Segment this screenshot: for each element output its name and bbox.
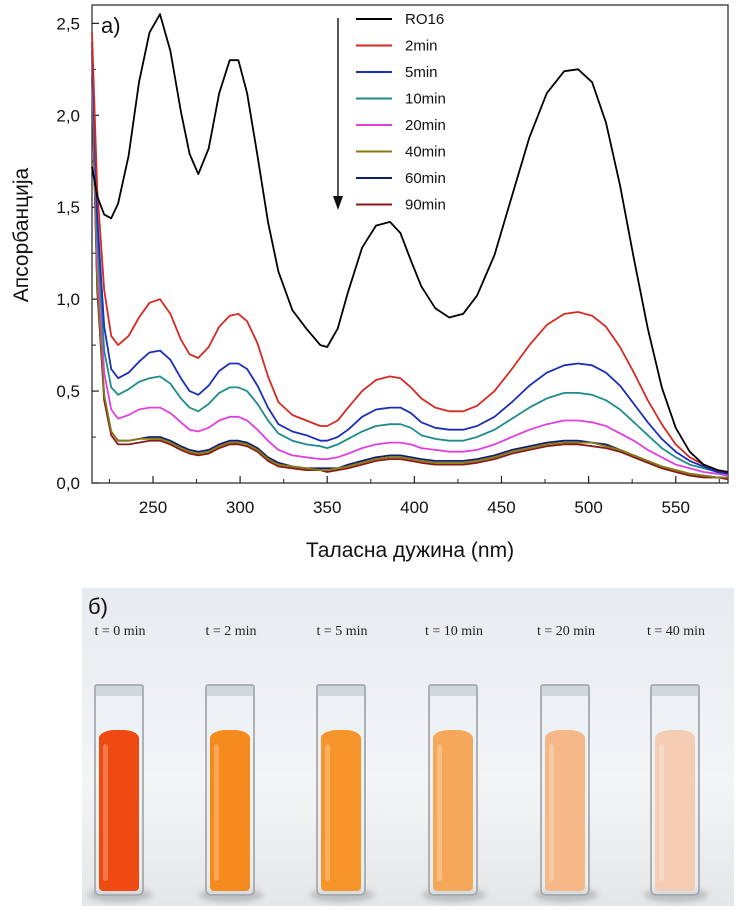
dye-solution — [545, 730, 585, 891]
series-line-2min — [91, 32, 729, 473]
cuvette-sample: t = 0 min — [82, 588, 160, 906]
time-label: t = 20 min — [536, 624, 596, 639]
plot-area — [91, 4, 729, 484]
x-tick-label: 350 — [313, 498, 341, 517]
cuvette-rim — [542, 686, 588, 696]
legend-label: 2min — [405, 38, 438, 55]
legend-label: 5min — [405, 64, 438, 81]
x-tick-label: 400 — [400, 498, 428, 517]
cuvette — [94, 684, 144, 896]
x-tick-label: 300 — [226, 498, 254, 517]
trend-arrow-head — [333, 196, 343, 210]
time-label: t = 0 min — [94, 624, 146, 639]
time-label: t = 5 min — [316, 624, 368, 639]
x-axis: 250 300 350 400 450 500 550 — [108, 476, 720, 517]
y-tick-label: 2,0 — [56, 106, 80, 125]
x-tick-label: 550 — [662, 498, 690, 517]
glass-shine — [214, 744, 219, 881]
cuvette-photo: б) t = 0 min t = 2 min t = 5 min t = 10 min… — [82, 588, 734, 906]
series-layer — [91, 13, 729, 481]
glass-shine — [549, 744, 554, 881]
series-line-20min — [91, 60, 729, 477]
y-tick-label: 1,5 — [56, 198, 80, 217]
cuvette-rim — [430, 686, 476, 696]
cuvette — [316, 684, 366, 896]
y-axis: 0,0 0,5 1,0 1,5 2,0 2,5 — [56, 14, 99, 493]
time-label: t = 2 min — [205, 624, 257, 639]
cuvette-sample: t = 20 min — [526, 588, 606, 906]
dye-solution — [321, 730, 361, 891]
glass-shine — [437, 744, 442, 881]
y-axis-title: Апсорбанција — [10, 167, 33, 302]
cuvette-rim — [96, 686, 142, 696]
legend-label: 20min — [405, 117, 446, 134]
cuvette-sample: t = 40 min — [636, 588, 716, 906]
panel-label-b: б) — [88, 594, 108, 619]
series-line-90min — [91, 78, 729, 481]
dye-solution — [210, 730, 250, 891]
legend: RO16 2min 5min 10min 20min 40min 60min 90min — [356, 11, 446, 214]
y-tick-label: 0,5 — [56, 382, 80, 401]
series-line-RO16 — [91, 13, 729, 473]
cuvette-rim — [652, 686, 698, 696]
dye-solution — [433, 730, 473, 891]
series-line-10min — [91, 50, 729, 475]
legend-label: 40min — [405, 144, 446, 161]
dye-solution — [655, 730, 695, 891]
cuvette-rim — [207, 686, 253, 696]
y-tick-label: 2,5 — [56, 14, 80, 33]
legend-label: 60min — [405, 170, 446, 187]
cuvette-sample: t = 10 min — [414, 588, 494, 906]
cuvette-sample: t = 2 min — [191, 588, 271, 906]
cuvette — [650, 684, 700, 896]
glass-shine — [103, 744, 108, 881]
series-line-40min — [91, 69, 728, 479]
absorbance-chart: 250 300 350 400 450 500 550 0,0 0,5 1,0 1,5 2,0 2,5… — [10, 4, 729, 562]
glass-shine — [325, 744, 330, 881]
cuvette-sample: t = 5 min — [302, 588, 382, 906]
series-line-5min — [91, 41, 729, 475]
time-label: t = 40 min — [646, 624, 706, 639]
series-line-60min — [91, 74, 728, 479]
dye-solution — [99, 730, 139, 891]
legend-label: 10min — [405, 91, 446, 108]
x-tick-label: 250 — [139, 498, 167, 517]
panel-label-a: а) — [101, 13, 121, 38]
cuvette-rim — [318, 686, 364, 696]
legend-label: 90min — [405, 197, 446, 214]
y-tick-label: 0,0 — [56, 474, 80, 493]
legend-label: RO16 — [405, 11, 444, 28]
glass-shine — [659, 744, 664, 881]
x-tick-label: 500 — [574, 498, 602, 517]
cuvette — [540, 684, 590, 896]
time-label: t = 10 min — [424, 624, 484, 639]
cuvette — [205, 684, 255, 896]
y-tick-label: 1,0 — [56, 290, 80, 309]
cuvette — [428, 684, 478, 896]
x-axis-title: Таласна дужина (nm) — [306, 539, 514, 562]
x-tick-label: 450 — [487, 498, 515, 517]
